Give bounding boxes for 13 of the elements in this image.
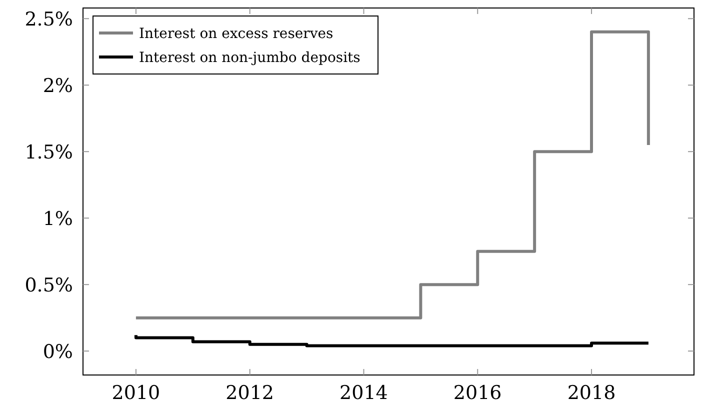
x-tick-label: 2010 [112,382,160,404]
x-tick-label: 2012 [226,382,274,404]
y-tick-label: 1% [42,208,73,230]
legend-label: Interest on non-jumbo deposits [139,50,360,66]
x-tick-label: 2016 [453,382,502,404]
y-tick-label: 0% [42,341,73,364]
legend-label: Interest on excess reserves [139,26,334,42]
y-tick-label: 2% [42,75,73,98]
y-tick-label: 2.5% [24,8,73,31]
x-tick-label: 2018 [567,382,616,404]
y-tick-label: 1.5% [24,142,73,164]
y-tick-label: 0.5% [24,274,73,297]
x-tick-label: 2014 [340,382,388,404]
